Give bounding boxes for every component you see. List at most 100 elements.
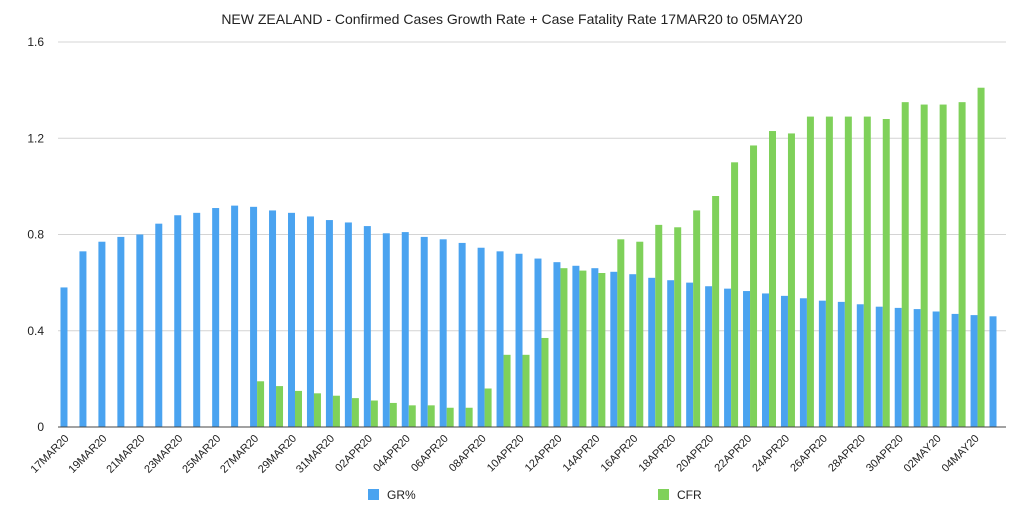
bar-gr bbox=[818, 300, 826, 427]
bar-gr bbox=[136, 234, 144, 427]
y-tick-label: 1.2 bbox=[27, 131, 44, 145]
legend-label: CFR bbox=[677, 488, 702, 502]
bar-cfr bbox=[901, 102, 909, 427]
bar-gr bbox=[875, 306, 883, 427]
bar-cfr bbox=[351, 398, 359, 427]
x-tick-label: 08APR20 bbox=[447, 433, 489, 475]
bar-cfr bbox=[787, 133, 795, 427]
bar-cfr bbox=[503, 354, 511, 427]
bar-cfr bbox=[579, 270, 587, 427]
bar-gr bbox=[932, 311, 940, 427]
bar-cfr bbox=[408, 405, 416, 427]
bar-gr bbox=[591, 268, 599, 427]
bar-cfr bbox=[370, 400, 378, 427]
bar-cfr bbox=[598, 273, 606, 427]
bar-cfr bbox=[731, 162, 739, 427]
bar-gr bbox=[155, 223, 163, 427]
legend: GR% CFR bbox=[368, 488, 702, 502]
bar-gr bbox=[420, 236, 428, 427]
bar-gr bbox=[705, 286, 713, 427]
bar-gr bbox=[401, 232, 409, 427]
bar-gr bbox=[269, 210, 277, 427]
bar-cfr bbox=[939, 104, 947, 427]
x-tick-label: 29MAR20 bbox=[256, 433, 299, 476]
x-tick-label: 17MAR20 bbox=[29, 433, 72, 476]
bar-gr bbox=[250, 206, 258, 427]
bar-cfr bbox=[750, 145, 758, 427]
bar-cfr bbox=[920, 104, 928, 427]
bar-cfr bbox=[313, 393, 321, 427]
legend-label: GR% bbox=[387, 488, 416, 502]
bar-gr bbox=[534, 258, 542, 427]
y-tick-label: 0.4 bbox=[27, 324, 44, 338]
bar-cfr bbox=[522, 354, 530, 427]
bar-gr bbox=[856, 304, 864, 427]
bar-gr bbox=[325, 220, 333, 427]
bar-gr bbox=[913, 309, 921, 427]
x-tick-label: 26APR20 bbox=[788, 433, 830, 475]
bar-gr bbox=[458, 242, 466, 427]
bar-cfr bbox=[636, 241, 644, 427]
x-tick-label: 27MAR20 bbox=[218, 433, 261, 476]
bar-cfr bbox=[769, 131, 776, 427]
bar-gr bbox=[174, 215, 182, 427]
x-tick-label: 04MAY20 bbox=[940, 433, 982, 475]
x-tick-label: 20APR20 bbox=[674, 433, 716, 475]
bar-cfr bbox=[389, 402, 397, 427]
bar-cfr bbox=[427, 405, 435, 427]
y-tick-label: 0.8 bbox=[27, 228, 44, 242]
x-tick-label: 23MAR20 bbox=[142, 433, 185, 476]
y-tick-label: 1.6 bbox=[27, 35, 44, 49]
bar-gr bbox=[306, 216, 314, 427]
x-tick-label: 16APR20 bbox=[599, 433, 641, 475]
bar-cfr bbox=[276, 386, 284, 427]
bar-gr bbox=[894, 307, 902, 427]
bar-gr bbox=[951, 313, 959, 427]
x-tick-label: 04APR20 bbox=[371, 433, 413, 475]
bar-gr bbox=[79, 251, 87, 427]
bar-gr bbox=[288, 212, 295, 427]
x-tick-label: 10APR20 bbox=[485, 433, 527, 475]
legend-swatch bbox=[368, 489, 379, 500]
bar-gr bbox=[667, 280, 675, 427]
bar-cfr bbox=[674, 227, 682, 427]
bar-gr bbox=[648, 277, 656, 427]
y-tick-label: 0 bbox=[37, 420, 44, 434]
bar-gr bbox=[193, 212, 201, 427]
bar-gr bbox=[382, 233, 390, 427]
bar-cfr bbox=[295, 390, 302, 427]
bar-cfr bbox=[806, 116, 814, 427]
bar-gr bbox=[439, 239, 447, 427]
bar-gr bbox=[743, 291, 751, 427]
x-tick-label: 31MAR20 bbox=[294, 433, 337, 476]
x-tick-label: 14APR20 bbox=[561, 433, 603, 475]
bar-gr bbox=[60, 287, 68, 427]
bar-cfr bbox=[882, 119, 890, 427]
bar-cfr bbox=[560, 268, 568, 427]
bar-gr bbox=[117, 236, 125, 427]
bar-gr bbox=[837, 301, 845, 427]
x-tick-label: 24APR20 bbox=[750, 433, 792, 475]
x-tick-label: 12APR20 bbox=[523, 433, 565, 475]
bar-gr bbox=[724, 288, 732, 427]
x-tick-label: 02MAY20 bbox=[902, 433, 944, 475]
x-tick-label: 25MAR20 bbox=[180, 433, 223, 476]
bar-gr bbox=[686, 282, 694, 427]
x-tick-label: 30APR20 bbox=[864, 433, 906, 475]
bar-cfr bbox=[655, 224, 663, 427]
bar-cfr bbox=[958, 102, 966, 427]
bar-gr bbox=[515, 253, 523, 427]
legend-swatch bbox=[658, 489, 669, 500]
bars bbox=[60, 87, 997, 427]
bar-cfr bbox=[541, 337, 549, 427]
x-tick-label: 18APR20 bbox=[637, 433, 679, 475]
x-tick-label: 21MAR20 bbox=[104, 433, 147, 476]
bar-gr bbox=[780, 295, 788, 427]
bar-cfr bbox=[446, 407, 454, 427]
bar-cfr bbox=[863, 116, 871, 427]
x-axis: 17MAR2019MAR2021MAR2023MAR2025MAR2027MAR… bbox=[29, 433, 982, 476]
bar-gr bbox=[98, 241, 106, 427]
bar-cfr bbox=[977, 87, 985, 427]
